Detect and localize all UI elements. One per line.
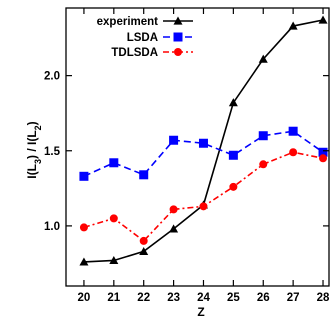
data-point (139, 246, 149, 256)
data-point (259, 160, 268, 169)
data-point (318, 15, 328, 24)
series-line (83, 130, 324, 178)
data-point (109, 158, 119, 168)
legend-marker (173, 16, 183, 25)
data-point (319, 154, 328, 163)
data-point (169, 224, 179, 233)
data-point (79, 257, 89, 266)
legend-marker (173, 32, 183, 42)
data-point (109, 214, 118, 223)
data-point (79, 223, 88, 232)
legend: experiment LSDA TDLSDA (97, 16, 193, 59)
data-point (288, 21, 298, 30)
data-point (258, 131, 268, 141)
data-point (289, 148, 298, 157)
x-tick-label: 24 (197, 292, 210, 304)
series-tdlsda (79, 148, 328, 245)
x-tick-label: 28 (317, 292, 330, 304)
y-tick-label: 2.0 (44, 71, 60, 83)
x-tick-label: 21 (107, 292, 120, 304)
x-tick-label: 22 (137, 292, 150, 304)
plot-area (65, 7, 330, 287)
x-tick-label: 20 (78, 292, 91, 304)
series-lsda (79, 126, 328, 181)
legend-label: LSDA (127, 32, 158, 44)
data-point (318, 147, 328, 157)
series-layer (79, 15, 328, 266)
data-point (228, 98, 238, 107)
data-point (199, 202, 208, 211)
legend-label: TDLSDA (111, 47, 158, 59)
data-point (109, 255, 119, 265)
legend-label: experiment (97, 16, 159, 28)
y-axis-label: I(L3) / I(L2) (25, 121, 43, 178)
y-tick-label: 1.5 (44, 146, 61, 158)
plot-frame (65, 7, 330, 287)
x-tick-label: 25 (227, 292, 240, 304)
x-tick-label: 23 (167, 292, 180, 304)
data-point (169, 135, 179, 145)
legend-marker (174, 48, 182, 56)
data-point (288, 126, 298, 136)
y-tick-label: 1.0 (44, 221, 60, 233)
data-point (79, 171, 89, 181)
data-point (139, 170, 149, 180)
x-axis-label: Z (197, 305, 204, 319)
data-point (258, 54, 268, 63)
x-tick-label: 27 (287, 292, 300, 304)
data-point (139, 236, 148, 245)
x-axis: 20 21 22 23 24 25 26 27 28 (78, 8, 330, 304)
x-tick-label: 26 (257, 292, 270, 304)
y-axis: 1.0 1.5 2.0 (44, 71, 329, 233)
data-point (229, 182, 238, 191)
data-point (198, 138, 208, 148)
data-point (169, 205, 178, 214)
data-point (228, 150, 238, 160)
